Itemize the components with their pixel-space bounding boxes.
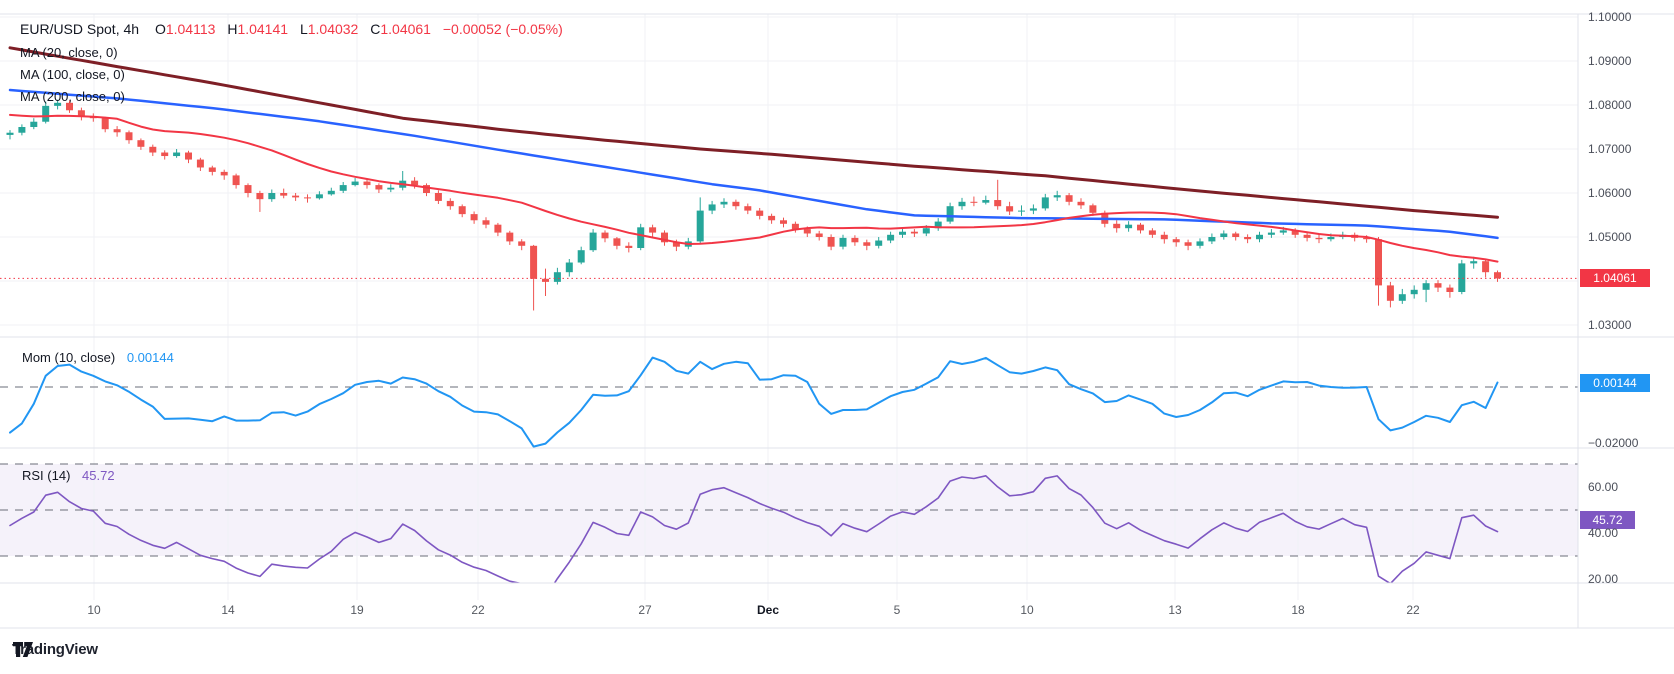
time-axis-label: 13: [1168, 603, 1182, 617]
low-value: 1.04032: [307, 21, 359, 37]
high-label: H: [227, 21, 238, 37]
ma200-legend[interactable]: MA (200, close, 0): [20, 89, 125, 104]
symbol-title[interactable]: EUR/USD Spot, 4h: [20, 21, 140, 37]
time-axis-label: 18: [1291, 603, 1305, 617]
price-axis-label: 1.03000: [1588, 318, 1632, 332]
time-axis-label: 19: [350, 603, 364, 617]
momentum-axis-label: −0.02000: [1588, 436, 1639, 450]
tradingview-watermark[interactable]: TradingView: [12, 641, 98, 658]
tradingview-logo-icon: [13, 642, 33, 657]
price-axis-label: 1.10000: [1588, 10, 1632, 24]
momentum-legend[interactable]: Mom (10, close) 0.00144: [22, 350, 174, 365]
rsi-axis-label: 20.00: [1588, 572, 1619, 586]
momentum-label: Mom (10, close): [22, 350, 116, 365]
close-value: 1.04061: [380, 21, 431, 37]
time-axis-label: 22: [471, 603, 485, 617]
time-axis-label: 10: [87, 603, 101, 617]
last-price-badge: 1.04061: [1580, 269, 1650, 288]
price-axis-label: 1.08000: [1588, 98, 1632, 112]
ma20-legend[interactable]: MA (20, close, 0): [20, 45, 118, 60]
low-label: L: [299, 21, 308, 37]
symbol-header: EUR/USD Spot, 4h O1.04113 H1.04141 L1.04…: [20, 21, 563, 37]
high-value: 1.04141: [237, 21, 289, 37]
ma100-legend[interactable]: MA (100, close, 0): [20, 67, 125, 82]
rsi-axis-label: 60.00: [1588, 480, 1619, 494]
price-axis-label: 1.09000: [1588, 54, 1632, 68]
price-axis-label: 1.07000: [1588, 142, 1632, 156]
rsi-value: 45.72: [82, 468, 115, 483]
time-axis-label: 14: [221, 603, 235, 617]
price-axis-label: 1.05000: [1588, 230, 1632, 244]
rsi-legend[interactable]: RSI (14) 45.72: [22, 468, 115, 483]
rsi-label: RSI (14): [22, 468, 71, 483]
time-axis-label: Dec: [756, 603, 780, 617]
time-axis-label: 10: [1020, 603, 1034, 617]
time-axis-label: 22: [1406, 603, 1420, 617]
change-value: −0.00052 (−0.05%): [442, 21, 563, 37]
momentum-badge: 0.00144: [1580, 373, 1650, 392]
rsi-badge: 45.72: [1580, 510, 1635, 529]
time-axis-label: 27: [638, 603, 652, 617]
open-label: O: [154, 21, 166, 37]
open-value: 1.04113: [165, 21, 216, 37]
watermark-text: TradingView: [12, 641, 98, 658]
time-axis-label: 5: [893, 603, 901, 617]
candles: [6, 99, 1501, 311]
price-axis-label: 1.06000: [1588, 186, 1632, 200]
momentum-value: 0.00144: [126, 350, 174, 365]
close-label: C: [370, 21, 381, 37]
rsi-axis-label: 40.00: [1588, 526, 1619, 540]
